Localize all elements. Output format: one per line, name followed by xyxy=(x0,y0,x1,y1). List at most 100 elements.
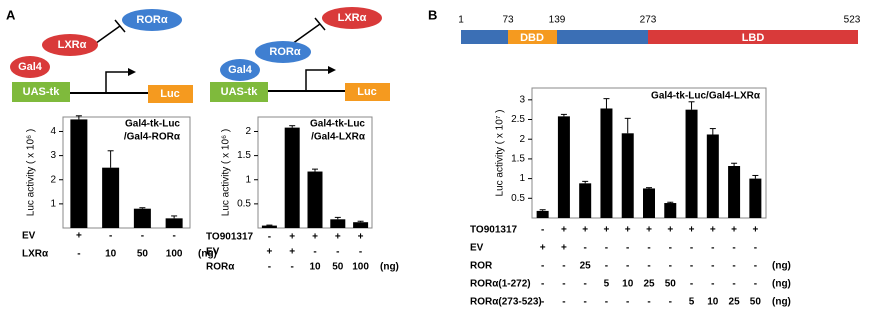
unit: (ng) xyxy=(772,261,791,272)
lbd-bar xyxy=(648,30,858,44)
luc-box xyxy=(345,83,390,101)
cell: - xyxy=(605,297,608,308)
position-label: 73 xyxy=(502,15,514,26)
row-label: RORα(273-523) xyxy=(470,297,542,308)
y-axis-label: Luc activity ( x 10⁶ ) xyxy=(26,129,37,216)
cell: 50 xyxy=(665,279,677,290)
cell: + xyxy=(289,232,295,243)
row-label: LXRα xyxy=(22,249,49,260)
annotation: Gal4-tk-Luc xyxy=(125,119,180,130)
ror-ellipse xyxy=(122,9,182,31)
cell: - xyxy=(584,243,587,254)
domain-map: 1 73 139 273 523 DBD LBD xyxy=(458,15,861,44)
cell: + xyxy=(689,225,695,236)
cell: - xyxy=(336,247,339,258)
bar xyxy=(102,167,120,228)
cell: + xyxy=(731,225,737,236)
cell: 5 xyxy=(604,279,610,290)
cell: - xyxy=(141,231,144,242)
y-axis-label: Luc activity ( x 10⁷ ) xyxy=(495,110,506,197)
cell: - xyxy=(268,262,271,273)
diagram-label: Gal4 xyxy=(18,61,43,73)
arrow-head xyxy=(328,66,336,74)
plot-frame xyxy=(62,116,191,229)
cell: - xyxy=(647,243,650,254)
cell: + xyxy=(582,225,588,236)
bar xyxy=(284,127,300,228)
cell: - xyxy=(268,232,271,243)
y-tick-label: 2.5 xyxy=(511,114,525,125)
y-tick-label: 0.5 xyxy=(237,199,251,210)
inhibit-bar xyxy=(114,19,126,33)
position-label: 273 xyxy=(640,15,657,26)
diagram: RORα LXRα Gal4 UAS-tk Luc xyxy=(10,9,193,103)
cell: - xyxy=(647,297,650,308)
y-tick-label: 1.5 xyxy=(237,150,251,161)
cell: 50 xyxy=(332,262,344,273)
cell: + xyxy=(335,232,341,243)
bar xyxy=(685,109,698,218)
cell: + xyxy=(312,232,318,243)
cell: + xyxy=(358,232,364,243)
bar xyxy=(643,188,655,218)
cell: - xyxy=(732,279,735,290)
y-tick-label: 3 xyxy=(519,94,525,105)
unit: (ng) xyxy=(772,279,791,290)
cell: 10 xyxy=(309,262,321,273)
diagram-label: UAS-tk xyxy=(23,86,61,98)
cell: + xyxy=(604,225,610,236)
y-tick-label: 1 xyxy=(50,199,56,210)
cell: - xyxy=(711,261,714,272)
row-label: TO901317 xyxy=(470,225,518,236)
cell: 100 xyxy=(166,249,183,260)
annotation: Gal4-tk-Luc/Gal4-LXRα xyxy=(651,91,761,102)
diagram-label: LXRα xyxy=(338,12,367,24)
annotation: /Gal4-RORα xyxy=(124,132,181,143)
diagram-label: RORα xyxy=(269,46,300,58)
cell: + xyxy=(76,231,82,242)
bar xyxy=(261,225,277,228)
cell: - xyxy=(626,261,629,272)
unit: (ng) xyxy=(772,297,791,308)
cell: + xyxy=(266,247,272,258)
diagram-label: Luc xyxy=(357,86,377,98)
cell: + xyxy=(710,225,716,236)
uas-box xyxy=(210,82,268,102)
cell: - xyxy=(669,297,672,308)
domain-label: DBD xyxy=(520,32,544,44)
panel-label: A xyxy=(6,7,16,22)
cell: - xyxy=(690,243,693,254)
bar xyxy=(706,134,719,218)
cell: 25 xyxy=(729,297,741,308)
row-label: EV xyxy=(470,243,484,254)
bar xyxy=(70,119,88,228)
bar xyxy=(600,108,613,218)
inhibit-bar xyxy=(314,17,326,31)
y-tick-label: 2 xyxy=(519,134,525,145)
luc-box xyxy=(148,85,193,103)
ror-ellipse xyxy=(255,41,311,63)
cell: 5 xyxy=(689,297,695,308)
lxr-ellipse xyxy=(322,7,382,29)
cell: 100 xyxy=(352,262,369,273)
row-label: ROR xyxy=(470,261,493,272)
cell: 10 xyxy=(105,249,117,260)
arrow-head xyxy=(128,68,136,76)
cell: 25 xyxy=(643,279,655,290)
inhibit-line xyxy=(291,23,321,45)
cell: - xyxy=(584,279,587,290)
cell: - xyxy=(754,279,757,290)
cell: + xyxy=(561,225,567,236)
annotation: Gal4-tk-Luc xyxy=(310,119,365,130)
y-tick-label: 1 xyxy=(245,174,251,185)
bar xyxy=(353,222,369,228)
bar xyxy=(579,183,592,218)
cell: 25 xyxy=(580,261,592,272)
domain-label: LBD xyxy=(742,32,765,44)
cell: + xyxy=(540,243,546,254)
promoter-arrow xyxy=(105,71,130,93)
panel-label: B xyxy=(428,7,437,22)
cell: - xyxy=(711,243,714,254)
cell: - xyxy=(690,279,693,290)
